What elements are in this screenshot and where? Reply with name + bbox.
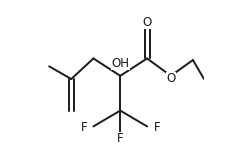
Text: O: O xyxy=(166,72,175,85)
Text: O: O xyxy=(142,16,152,29)
Text: OH: OH xyxy=(111,57,129,70)
Text: F: F xyxy=(154,122,160,134)
Text: F: F xyxy=(80,122,87,134)
Text: F: F xyxy=(117,132,123,145)
